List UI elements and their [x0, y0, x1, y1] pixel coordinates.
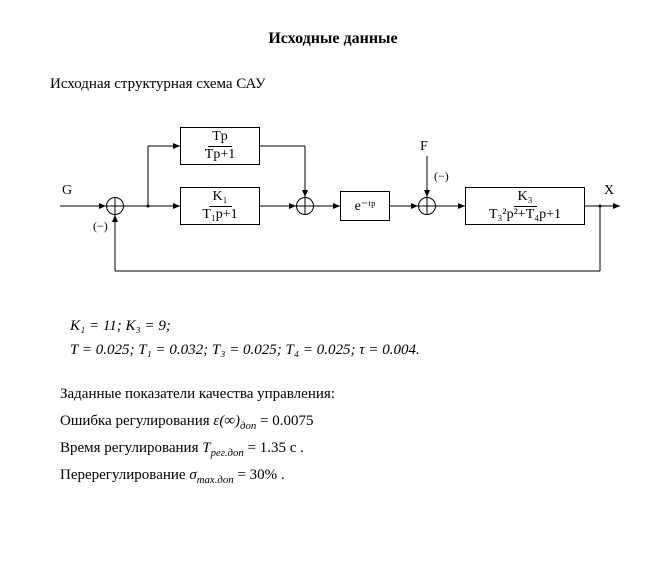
- sum-junction-1: [106, 197, 124, 215]
- overshoot-symbol: σ: [189, 467, 196, 483]
- overshoot-sub: max.доп: [197, 474, 234, 486]
- block-k3-num: K₃: [514, 189, 537, 207]
- error-symbol: ε(∞): [213, 413, 240, 429]
- error-sub: доп: [240, 420, 256, 432]
- quality-header: Заданные показатели качества управления:: [60, 386, 616, 403]
- block-delay-text: e⁻ᵗᵖ: [355, 198, 376, 215]
- block-k1-num: K₁: [209, 189, 232, 207]
- treg-symbol: T: [202, 440, 210, 456]
- params-line-2: T = 0.025; T₁ = 0.032; T₃ = 0.025; T₄ = …: [70, 338, 616, 362]
- overshoot-row: Перерегулирование σmax.доп = 30% .: [60, 467, 616, 486]
- error-value: = 0.0075: [260, 413, 313, 429]
- control-diagram: G X F (−) (−) Tp Tp+1 K₁ T₁p+1 e⁻ᵗᵖ K₃ T…: [60, 111, 620, 286]
- output-label: X: [604, 183, 614, 199]
- params-line-1: K₁ = 11; K₃ = 9;: [70, 314, 616, 338]
- overshoot-value: = 30% .: [237, 467, 284, 483]
- block-k3: K₃ T₃²p²+T₄p+1: [465, 187, 585, 225]
- block-delay: e⁻ᵗᵖ: [340, 191, 390, 221]
- block-tp-num: Tp: [208, 129, 232, 147]
- minus-label-f: (−): [434, 169, 449, 184]
- subtitle: Исходная структурная схема САУ: [50, 76, 616, 93]
- disturbance-label: F: [420, 139, 428, 155]
- block-k1-den: T₁p+1: [198, 207, 241, 224]
- treg-label: Время регулирования: [60, 440, 202, 456]
- error-row: Ошибка регулирования ε(∞)доп = 0.0075: [60, 413, 616, 432]
- block-tp-den: Tp+1: [201, 147, 239, 164]
- treg-value: = 1.35 c .: [248, 440, 304, 456]
- block-k1: K₁ T₁p+1: [180, 187, 260, 225]
- treg-row: Время регулирования Tрег.доп = 1.35 c .: [60, 440, 616, 459]
- page-title: Исходные данные: [50, 30, 616, 48]
- overshoot-label: Перерегулирование: [60, 467, 189, 483]
- error-label: Ошибка регулирования: [60, 413, 213, 429]
- minus-label-feedback: (−): [93, 219, 108, 234]
- sum-junction-3: [418, 197, 436, 215]
- parameters: K₁ = 11; K₃ = 9; T = 0.025; T₁ = 0.032; …: [70, 314, 616, 362]
- sum-junction-2: [296, 197, 314, 215]
- treg-sub: рег.доп: [211, 447, 244, 459]
- block-tp: Tp Tp+1: [180, 127, 260, 165]
- block-k3-den: T₃²p²+T₄p+1: [485, 207, 565, 224]
- input-label: G: [62, 183, 72, 199]
